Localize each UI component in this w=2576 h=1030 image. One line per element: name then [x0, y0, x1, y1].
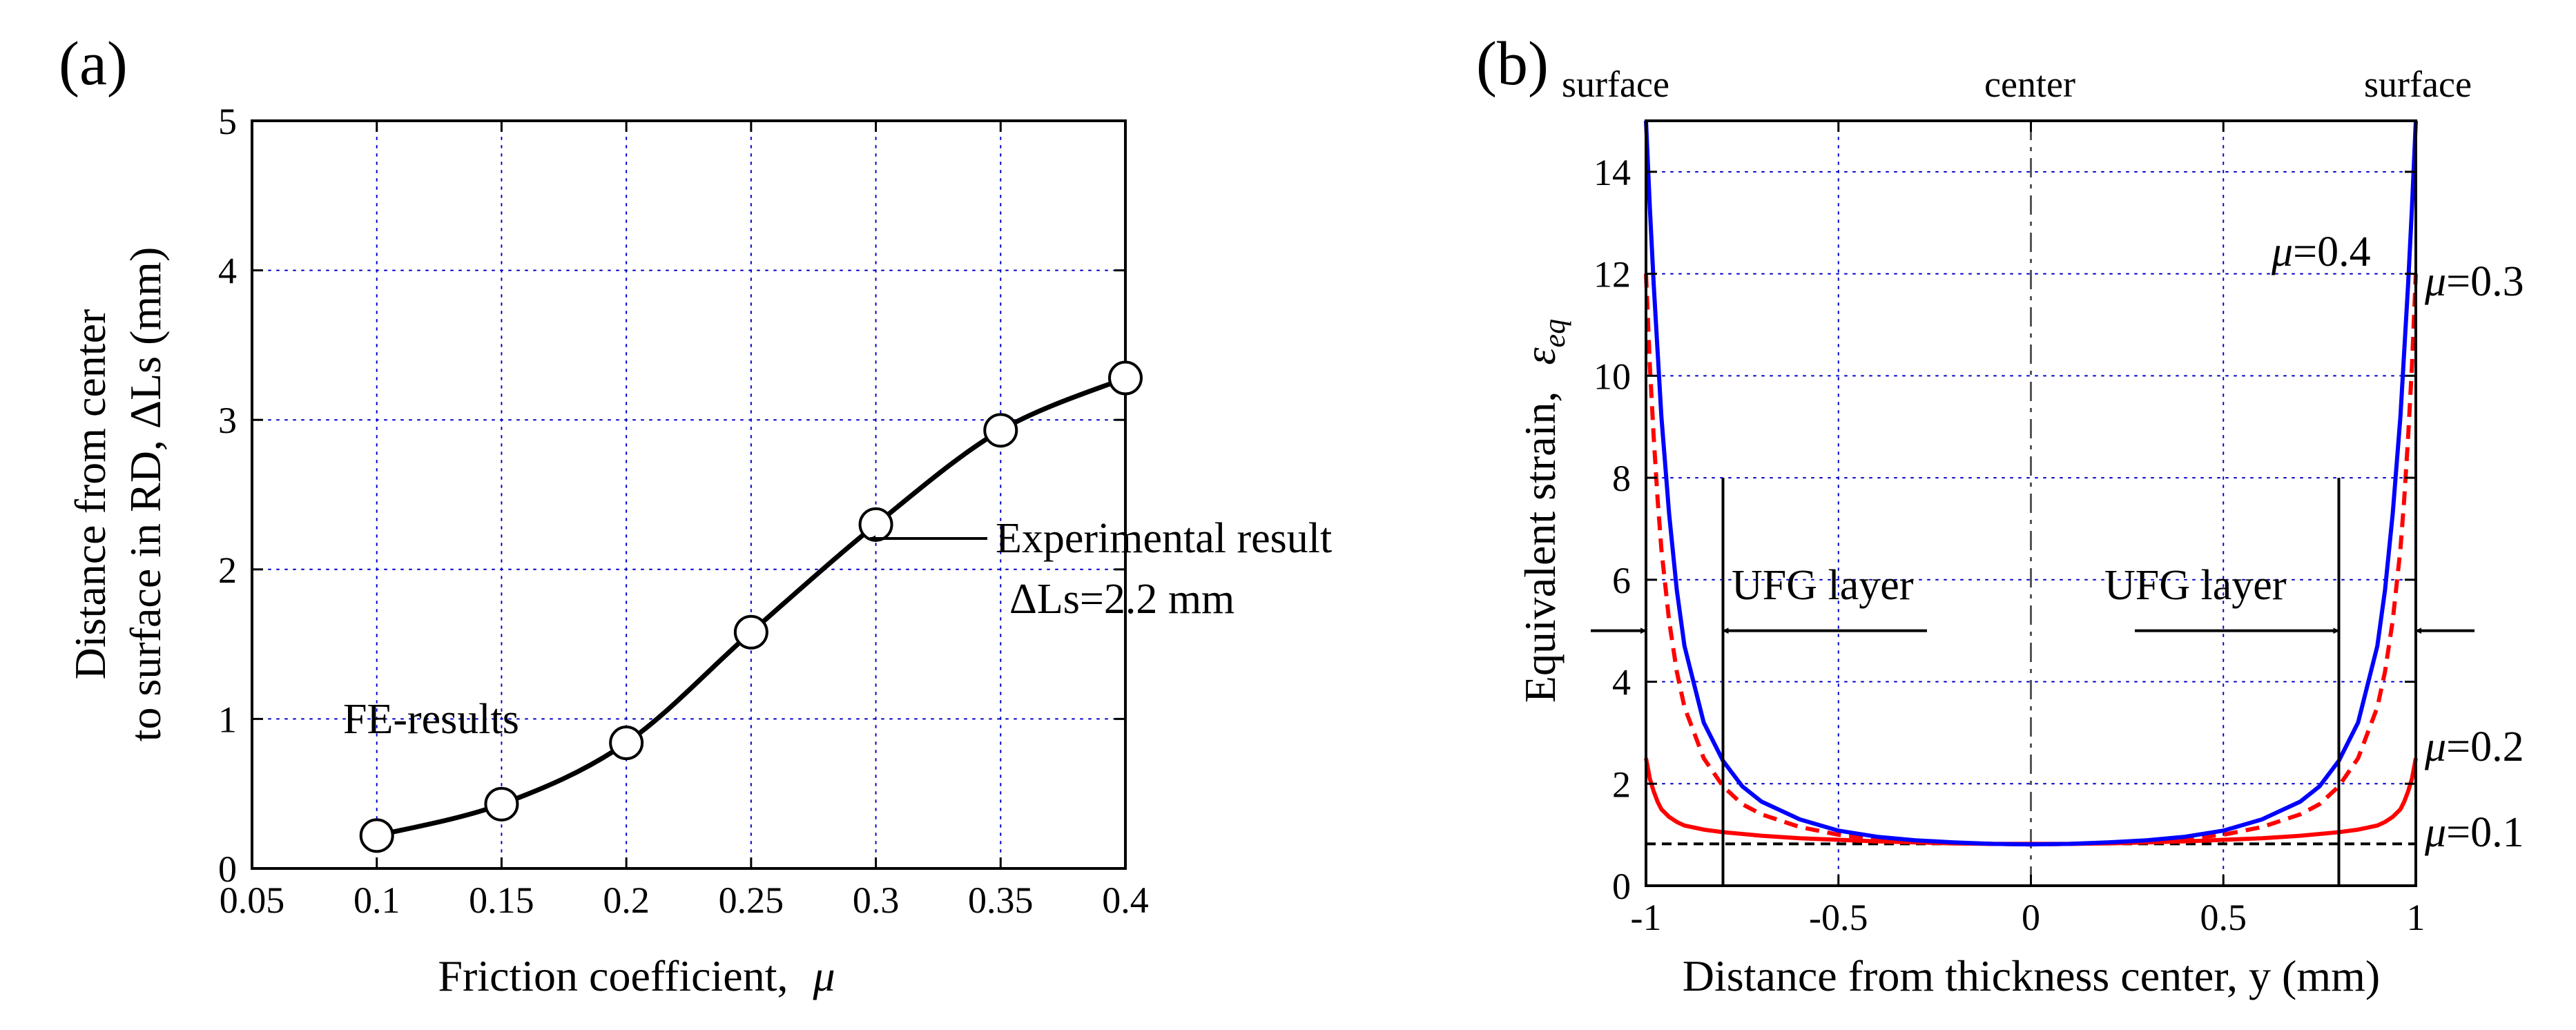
chart-b-x-tick-label: 0: [2022, 897, 2040, 938]
chart-b-mu01-text: =: [2446, 809, 2470, 856]
chart-b-y-tick-label: 6: [1612, 560, 1631, 601]
chart-a: (a) 0.05 0.1 0.15 0.2 0.25 0.3 0.35 0.4 0 1 2 3 4 5 F…: [59, 30, 1332, 1000]
chart-a-y-tick-label: 1: [218, 699, 237, 740]
chart-a-x-tick-label: 0.4: [1102, 880, 1149, 921]
chart-a-x-tick-label: 0.15: [469, 880, 534, 921]
chart-a-ticks: 0.05 0.1 0.15 0.2 0.25 0.3 0.35 0.4 0 1 2 3 4 5: [218, 101, 1149, 921]
chart-b-y-tick-label: 10: [1594, 356, 1631, 397]
chart-b-mu02-text: =: [2446, 723, 2470, 770]
chart-a-y-tick-label: 3: [218, 400, 237, 441]
chart-b: (b) surface center surface -1 -0.5 0 0.5 102…: [1476, 30, 2524, 1000]
chart-a-y-axis-label-line1: Distance from center: [66, 309, 115, 680]
chart-a-y-tick-label: 4: [218, 251, 237, 292]
chart-b-mu01-symbol: μ: [2424, 809, 2446, 856]
chart-a-x-tick-label: 0.2: [603, 880, 650, 921]
chart-b-mu04-value: 0.4: [2317, 229, 2371, 275]
chart-b-x-tick-label: 0.5: [2200, 897, 2247, 938]
chart-a-y-tick-label: 2: [218, 550, 237, 591]
chart-b-y-axis-subscript: eq: [1538, 319, 1571, 348]
chart-b-y-tick-label: 4: [1612, 662, 1631, 703]
chart-b-label-surface-right: surface: [2364, 64, 2472, 105]
chart-b-y-axis-label-text: Equivalent strain,: [1515, 391, 1565, 703]
chart-b-mu03-text: =: [2446, 258, 2470, 305]
chart-b-mu02-symbol: μ: [2424, 723, 2446, 770]
chart-b-mu01-value: 0.1: [2470, 809, 2524, 856]
chart-a-x-axis-symbol: μ: [812, 951, 835, 1000]
chart-a-x-axis-label-text: Friction coefficient,: [438, 951, 788, 1000]
chart-b-series-label-mu01: μ=0.1: [2424, 809, 2524, 856]
chart-b-series: [1644, 120, 2418, 847]
chart-a-data-point: [609, 726, 644, 761]
chart-a-data-point: [983, 413, 1018, 448]
chart-b-y-tick-label: 2: [1612, 764, 1631, 805]
chart-a-grid: [251, 120, 1126, 869]
chart-a-y-tick-label: 0: [218, 848, 237, 890]
chart-b-ufg-markers: [1591, 478, 2475, 886]
chart-a-x-tick-label: 0.35: [968, 880, 1034, 921]
chart-b-series-label-mu04: μ=0.4: [2271, 229, 2371, 275]
chart-a-data-point: [484, 786, 519, 822]
chart-b-series-label-mu02: μ=0.2: [2424, 723, 2524, 770]
chart-a-x-tick-label: 0.3: [853, 880, 900, 921]
chart-a-x-tick-label: 0.25: [719, 880, 784, 921]
chart-b-x-tick-label: -1: [1631, 897, 1662, 938]
chart-a-data-point: [858, 507, 893, 542]
chart-a-experimental-value: ΔLs=2.2 mm: [1009, 576, 1234, 623]
chart-a-x-tick-label: 0.05: [220, 880, 285, 921]
chart-b-y-axis-symbol: ε: [1515, 347, 1565, 365]
chart-b-y-tick-label: 14: [1594, 152, 1631, 193]
panel-label-b: (b): [1476, 30, 1549, 98]
chart-b-mu03-symbol: μ: [2424, 258, 2446, 305]
chart-a-data-point: [1108, 360, 1143, 396]
chart-a-fe-label: FE-results: [343, 696, 519, 743]
chart-b-y-axis-label: Equivalent strain, εeq: [1515, 319, 1571, 703]
chart-a-x-axis-label: Friction coefficient, μ: [438, 951, 835, 1000]
chart-b-grid: [1645, 120, 2417, 886]
chart-b-label-surface-left: surface: [1562, 64, 1669, 105]
chart-b-ufg-label-right: UFG layer: [2104, 562, 2287, 609]
chart-b-mu02-value: 0.2: [2470, 723, 2524, 770]
chart-b-y-tick-label: 0: [1612, 866, 1631, 907]
chart-b-mu04-symbol: μ: [2271, 229, 2293, 275]
chart-b-x-tick-label: 1: [2407, 897, 2425, 938]
chart-a-x-tick-label: 0.1: [354, 880, 400, 921]
chart-a-points: [359, 360, 1143, 853]
chart-b-y-tick-label: 8: [1612, 458, 1631, 499]
chart-a-y-tick-label: 5: [218, 101, 237, 142]
chart-a-experimental-label: Experimental result: [996, 515, 1332, 562]
chart-b-mu03-value: 0.3: [2470, 258, 2524, 305]
chart-b-series-label-mu03: μ=0.3: [2424, 258, 2524, 305]
chart-b-ufg-label-left: UFG layer: [1732, 562, 1914, 609]
chart-a-data-point: [733, 614, 768, 650]
chart-b-mu04-text: =: [2293, 229, 2317, 275]
chart-a-plot-frame: [251, 119, 1127, 870]
chart-b-x-axis-label: Distance from thickness center, y (mm): [1683, 951, 2380, 1000]
chart-a-data-point: [359, 818, 394, 853]
chart-b-x-tick-label: -0.5: [1809, 897, 1868, 938]
chart-b-series-line-4: [1644, 120, 2418, 847]
panel-label-a: (a): [59, 30, 128, 98]
chart-b-label-center: center: [1984, 64, 2075, 105]
chart-b-y-tick-label: 12: [1594, 254, 1631, 295]
chart-a-y-axis-label-line2: to surface in RD, ΔLs (mm): [121, 247, 170, 742]
